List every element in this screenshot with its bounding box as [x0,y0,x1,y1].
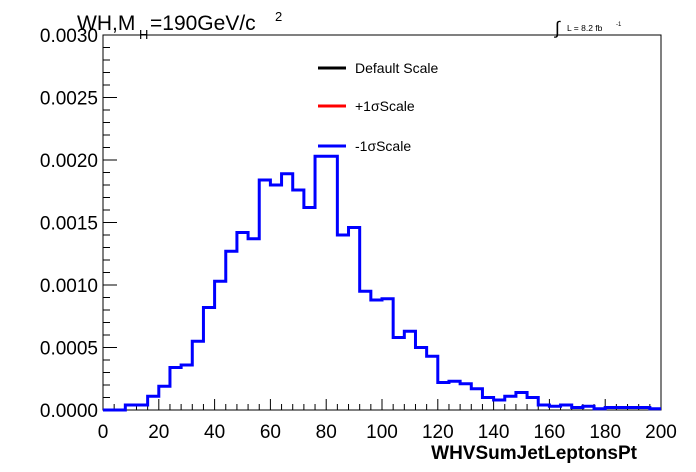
chart-title-rest: =190GeV/c [150,12,256,35]
x-tick-label: 20 [148,422,169,443]
x-tick-label: 100 [366,422,398,443]
y-tick-label: 0.0010 [40,276,98,297]
y-tick-label: 0.0005 [40,339,98,360]
chart-title-main: WH,M [77,12,135,35]
y-tick-label: 0.0015 [40,214,98,235]
series-layer [103,154,661,412]
x-tick-label: 120 [422,422,454,443]
series-line [103,154,661,412]
plot-frame [102,34,662,411]
x-axis-title: WHVSumJetLeptonsPt [431,443,638,464]
x-tick-label: 60 [260,422,281,443]
luminosity-exponent: -1 [616,22,622,28]
y-tick-label: 0.0020 [40,151,98,172]
x-tick-label: 140 [478,422,510,443]
x-tick-label: 180 [589,422,621,443]
x-tick-label: 0 [98,422,109,443]
legend-label-default: Default Scale [355,60,438,76]
y-tick-label: 0.0000 [40,401,98,422]
x-tick-label: 160 [534,422,566,443]
y-axis: 0.0000 0.0005 0.0010 0.0015 0.0020 0.0025 0.00… [40,26,117,422]
legend-label-minus: -1σScale [355,138,411,154]
x-tick-label: 200 [645,422,677,443]
y-tick-label: 0.0025 [40,89,98,110]
legend-label-plus: +1σScale [355,98,415,114]
chart-title-superscript: 2 [275,9,282,24]
x-axis: 0 20 40 60 80 100 120 140 160 180 200 [98,399,677,443]
x-tick-label: 80 [316,422,337,443]
y-tick-label: 0.0030 [40,26,98,47]
x-tick-label: 40 [204,422,225,443]
luminosity-label: L = 8.2 fb [567,23,603,33]
integral-symbol: ∫ [553,18,561,38]
legend: Default Scale +1σScale -1σScale [318,60,438,154]
